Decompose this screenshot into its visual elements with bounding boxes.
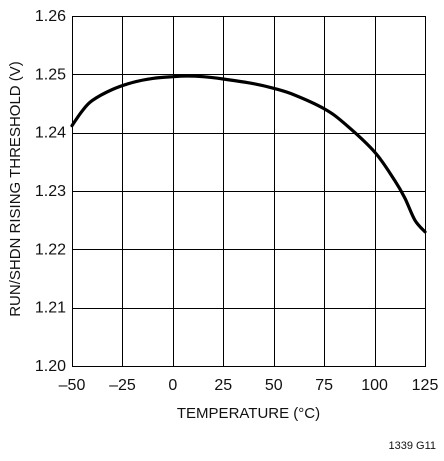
series-line — [70, 74, 427, 234]
y-tick-label: 1.20 — [35, 358, 66, 375]
y-tick-label: 1.26 — [35, 8, 66, 25]
y-tick-label: 1.25 — [35, 66, 66, 83]
x-tick-label: 75 — [315, 377, 333, 394]
x-tick-label: 100 — [361, 377, 388, 394]
figure-id: 1339 G11 — [388, 440, 436, 452]
y-axis-title: RUN/SHDN RISING THRESHOLD (V) — [7, 61, 24, 317]
x-tick-label: –25 — [109, 377, 136, 394]
grid — [72, 16, 426, 367]
plot-frame — [71, 15, 427, 368]
y-tick-label: 1.21 — [35, 300, 66, 317]
x-tick-label: 50 — [265, 377, 283, 394]
x-tick-label: 0 — [168, 377, 177, 394]
y-tick-label: 1.23 — [35, 183, 66, 200]
y-tick-label: 1.24 — [35, 125, 66, 142]
x-tick-label: 125 — [412, 377, 439, 394]
y-tick-label: 1.22 — [35, 241, 66, 258]
x-tick-label: –50 — [59, 377, 86, 394]
y-axis-ticks: 1.20 1.21 1.22 1.23 1.24 1.25 1.26 — [35, 8, 66, 375]
x-axis-ticks: –50 –25 0 25 50 75 100 125 — [59, 377, 439, 394]
x-axis-title: TEMPERATURE (°C) — [177, 405, 320, 422]
x-tick-label: 25 — [214, 377, 232, 394]
